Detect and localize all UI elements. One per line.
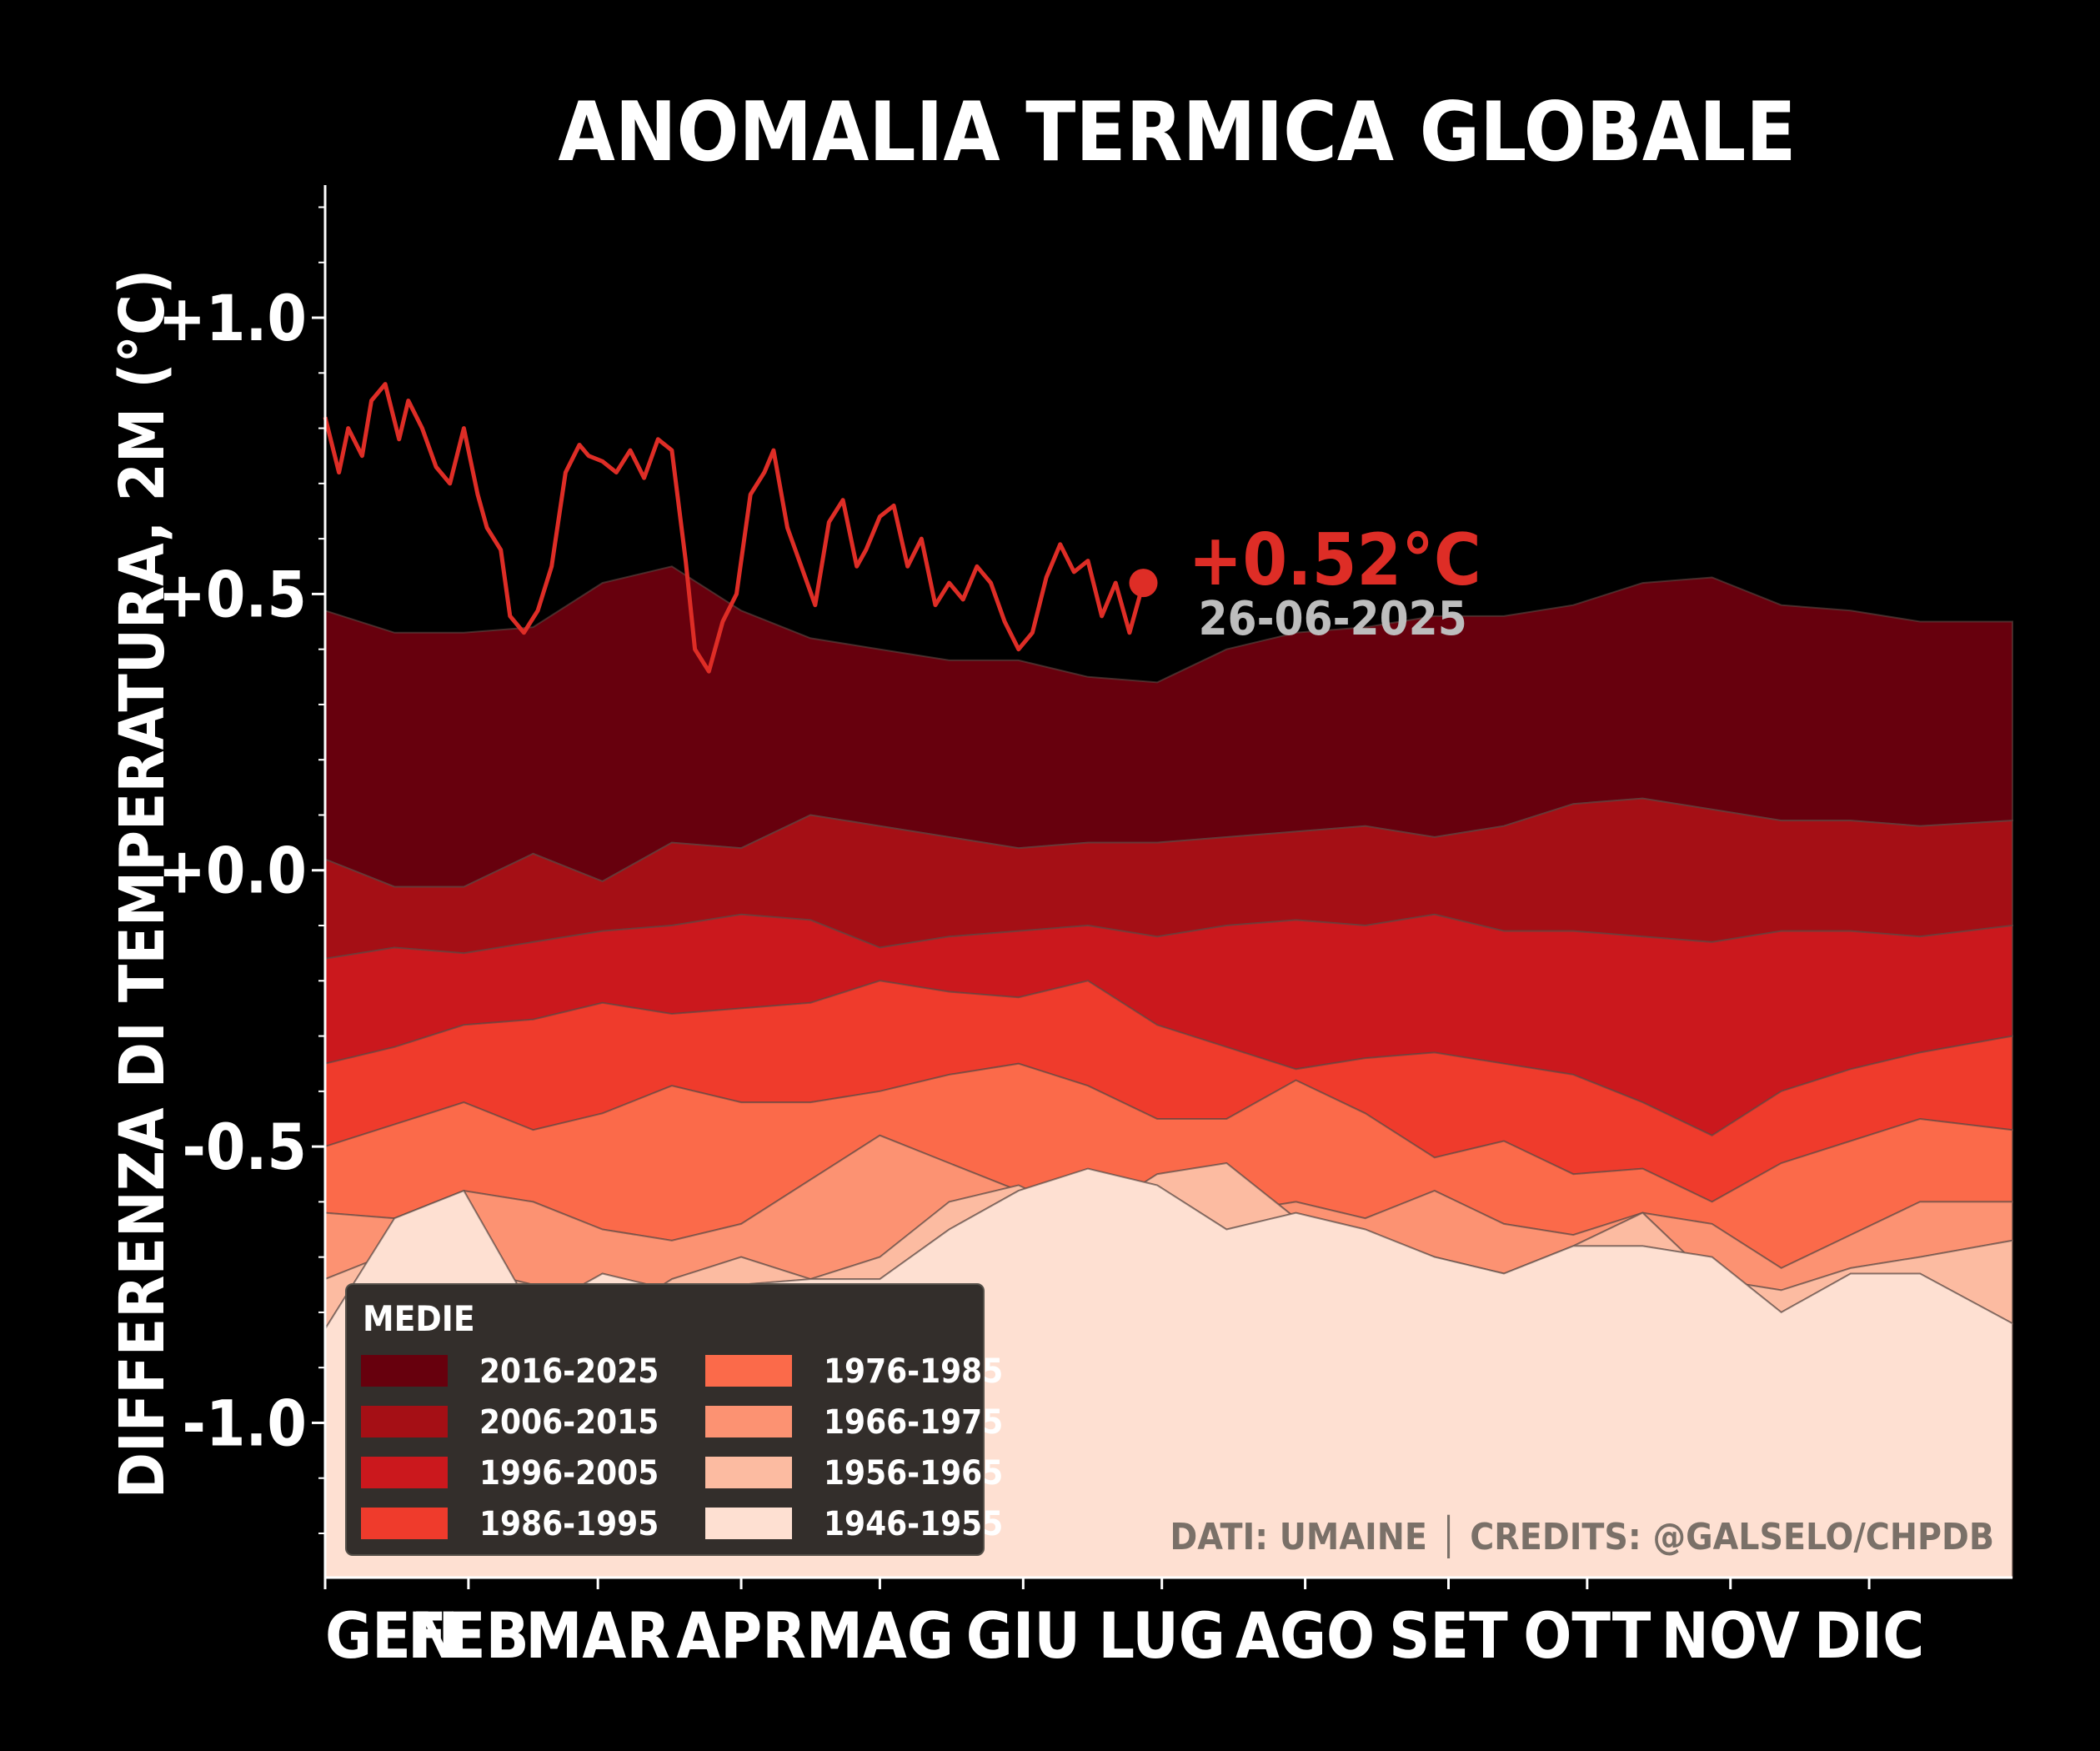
x-tick-label: MAG	[806, 1598, 954, 1673]
x-tick-label: FEB	[408, 1598, 529, 1673]
y-tick-label: +1.0	[158, 281, 307, 355]
legend-swatch	[361, 1457, 448, 1488]
legend-label: 1996-2005	[479, 1454, 659, 1493]
legend-title: MEDIE	[363, 1298, 475, 1339]
current-value-label: +0.52°C	[1189, 519, 1481, 602]
x-tick-label: GIU	[966, 1598, 1080, 1673]
y-tick-label: -1.0	[182, 1386, 307, 1460]
annotation: +0.52°C 26-06-2025	[1129, 519, 1481, 646]
x-tick-label: LUG	[1098, 1598, 1225, 1673]
x-tick-label: DIC	[1814, 1598, 1924, 1673]
legend-label: 1956-1965	[824, 1454, 1003, 1493]
current-year-layer	[323, 382, 1145, 674]
x-tick-label: AGO	[1235, 1598, 1375, 1673]
x-tick-label: MAR	[525, 1598, 670, 1673]
legend-swatch	[361, 1355, 448, 1387]
legend-label: 1986-1995	[479, 1505, 659, 1543]
legend-swatch	[361, 1508, 448, 1539]
y-axis-label: DIFFERENZA DI TEMPERATURA, 2M (°C)	[107, 269, 178, 1498]
x-tick-label: SET	[1389, 1598, 1508, 1673]
legend-swatch	[705, 1406, 792, 1437]
legend-label: 2016-2025	[479, 1352, 659, 1391]
legend-swatch	[705, 1508, 792, 1539]
x-tick-label: NOV	[1661, 1598, 1800, 1673]
y-tick-label: -0.5	[182, 1110, 307, 1184]
y-tick-label: +0.0	[158, 834, 307, 908]
legend-label: 1976-1985	[824, 1352, 1003, 1391]
current-year-line	[323, 382, 1145, 674]
current-value-marker	[1129, 569, 1158, 598]
current-date-label: 26-06-2025	[1199, 592, 1467, 646]
x-tick-label: OTT	[1523, 1598, 1651, 1673]
legend-label: 2006-2015	[479, 1403, 659, 1442]
x-tick-label: APR	[676, 1598, 806, 1673]
credits: DATI: UMAINE │ CREDITS: @GALSELO/CHPDB	[1170, 1514, 1994, 1558]
legend-items: 2016-2025 2006-2015 1996-2005 1986-1995 1976…	[361, 1352, 1003, 1543]
legend-label: 1946-1955	[824, 1505, 1003, 1543]
legend-box	[345, 1283, 985, 1556]
chart-title: ANOMALIA TERMICA GLOBALE	[558, 85, 1796, 180]
bands-layer	[324, 565, 2013, 1578]
y-ticks: +1.0 +0.5 +0.0 -0.5 -1.0	[158, 206, 325, 1534]
y-tick-label: +0.5	[158, 557, 307, 631]
legend-swatch	[705, 1457, 792, 1488]
legend-swatch	[361, 1406, 448, 1437]
legend-label: 1966-1975	[824, 1403, 1003, 1442]
x-tick-label: GEN	[325, 1598, 459, 1673]
legend: MEDIE 2016-2025 2006-2015 1996-2005 1986-19…	[345, 1283, 1003, 1556]
legend-swatch	[705, 1355, 792, 1387]
